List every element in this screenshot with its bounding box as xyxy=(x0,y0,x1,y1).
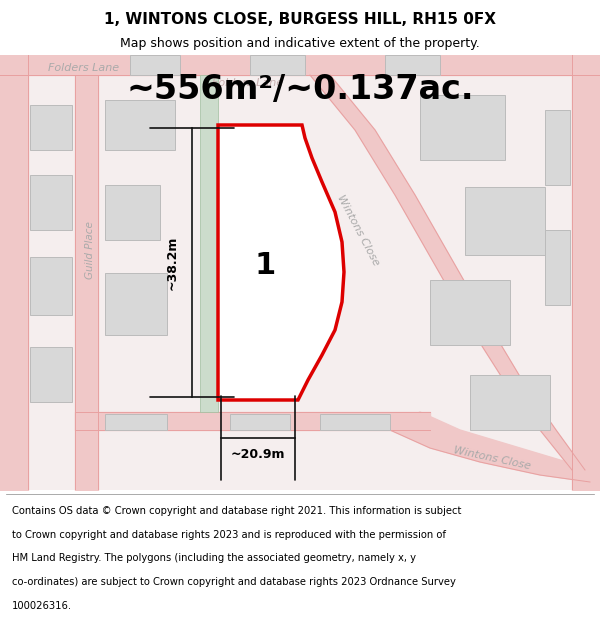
Bar xyxy=(30,175,72,230)
Text: 1: 1 xyxy=(254,251,275,279)
Bar xyxy=(320,414,390,430)
Polygon shape xyxy=(218,125,344,400)
Text: ~38.2m: ~38.2m xyxy=(166,236,179,290)
Bar xyxy=(465,187,545,255)
Text: ~20.9m: ~20.9m xyxy=(231,448,285,461)
Bar xyxy=(420,95,505,160)
Text: Guild Place: Guild Place xyxy=(85,221,95,279)
Text: Folders Lane: Folders Lane xyxy=(212,78,284,88)
Bar xyxy=(105,273,167,335)
Text: to Crown copyright and database rights 2023 and is reproduced with the permissio: to Crown copyright and database rights 2… xyxy=(12,530,446,540)
Bar xyxy=(470,375,550,430)
Polygon shape xyxy=(200,75,218,412)
Text: Wintons Close: Wintons Close xyxy=(452,445,532,471)
Text: HM Land Registry. The polygons (including the associated geometry, namely x, y: HM Land Registry. The polygons (includin… xyxy=(12,554,416,564)
Bar xyxy=(130,55,180,75)
Text: Folders Lane: Folders Lane xyxy=(48,63,119,73)
Polygon shape xyxy=(310,75,585,470)
Bar xyxy=(385,55,440,75)
Bar xyxy=(230,414,290,430)
Bar xyxy=(30,105,72,150)
Bar xyxy=(30,257,72,315)
Text: Contains OS data © Crown copyright and database right 2021. This information is : Contains OS data © Crown copyright and d… xyxy=(12,506,461,516)
Polygon shape xyxy=(390,412,600,482)
Text: Map shows position and indicative extent of the property.: Map shows position and indicative extent… xyxy=(120,38,480,51)
Text: Wintons Close: Wintons Close xyxy=(335,193,381,267)
Text: co-ordinates) are subject to Crown copyright and database rights 2023 Ordnance S: co-ordinates) are subject to Crown copyr… xyxy=(12,577,456,587)
Bar xyxy=(250,55,305,75)
Bar xyxy=(430,280,510,345)
Bar xyxy=(545,110,570,185)
Text: 1, WINTONS CLOSE, BURGESS HILL, RH15 0FX: 1, WINTONS CLOSE, BURGESS HILL, RH15 0FX xyxy=(104,12,496,27)
Bar xyxy=(30,347,72,402)
Bar xyxy=(105,100,175,150)
Bar xyxy=(105,414,167,430)
Text: ~556m²/~0.137ac.: ~556m²/~0.137ac. xyxy=(126,74,474,106)
Bar xyxy=(545,230,570,305)
Bar xyxy=(105,185,160,240)
Bar xyxy=(232,220,312,295)
Text: 100026316.: 100026316. xyxy=(12,601,72,611)
